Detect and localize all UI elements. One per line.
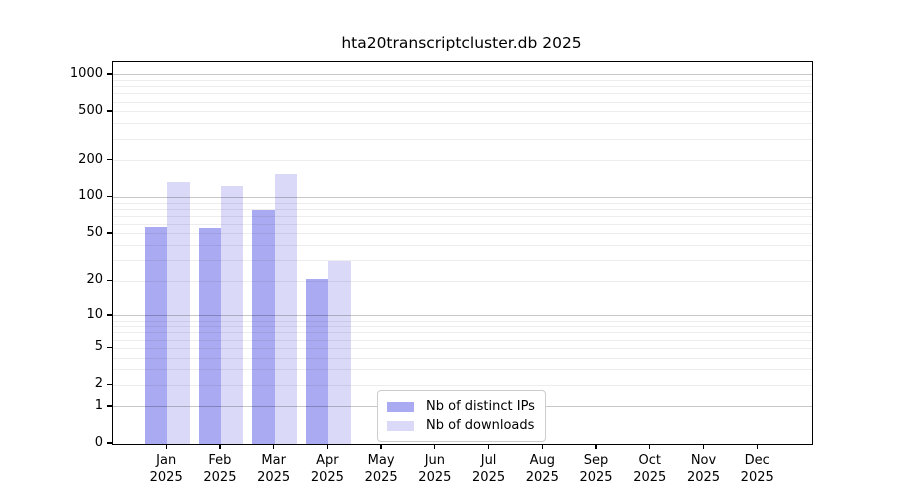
y-tick-mark-1 xyxy=(107,405,112,407)
gridline-minor-300 xyxy=(113,138,812,140)
y-tick-mark-200 xyxy=(107,159,112,161)
x-tick-mark-aug xyxy=(541,444,543,450)
gridline-minor-400 xyxy=(113,123,812,125)
gridline-minor-8 xyxy=(113,326,812,328)
y-tick-mark-100 xyxy=(107,195,112,198)
bar-distinct-ips-feb xyxy=(198,228,221,444)
y-tick-label-10: 10 xyxy=(86,306,103,322)
gridline-minor-500 xyxy=(113,111,812,113)
gridline-minor-900 xyxy=(113,80,812,82)
y-tick-mark-10 xyxy=(107,314,112,316)
gridline-minor-200 xyxy=(113,160,812,162)
y-tick-label-0: 0 xyxy=(94,435,103,450)
gridline-major-1000 xyxy=(113,74,812,76)
bar-downloads-jan xyxy=(167,181,190,444)
legend-swatch-distinct-ips xyxy=(387,401,414,412)
x-tick-label-dec: Dec 2025 xyxy=(740,453,774,485)
x-tick-mark-jun xyxy=(434,444,436,450)
y-tick-label-2: 2 xyxy=(94,376,103,392)
gridline-minor-700 xyxy=(113,93,812,95)
x-tick-label-jan: Jan 2025 xyxy=(149,453,183,485)
gridline-minor-90 xyxy=(113,202,812,204)
bar-downloads-apr xyxy=(328,260,351,444)
x-tick-mark-mar xyxy=(273,444,275,450)
gridline-minor-600 xyxy=(113,101,812,103)
x-tick-mark-apr xyxy=(326,444,329,450)
x-tick-label-oct: Oct 2025 xyxy=(633,453,667,485)
y-tick-mark-20 xyxy=(107,279,112,281)
y-tick-mark-2 xyxy=(107,383,112,385)
gridline-major-100 xyxy=(113,196,812,198)
gridline-minor-70 xyxy=(113,215,812,217)
x-tick-mark-jul xyxy=(487,444,490,450)
legend-item-downloads: Nb of downloads xyxy=(387,416,535,435)
y-tick-label-1000: 1000 xyxy=(69,65,103,81)
gridline-minor-60 xyxy=(113,223,812,225)
y-tick-mark-0 xyxy=(107,442,112,444)
legend-swatch-downloads xyxy=(387,420,414,431)
bar-distinct-ips-apr xyxy=(305,278,329,444)
gridline-minor-40 xyxy=(113,245,812,247)
x-tick-mark-nov xyxy=(702,444,705,450)
gridline-minor-80 xyxy=(113,208,812,210)
x-tick-label-aug: Aug 2025 xyxy=(525,453,559,485)
gridline-minor-50 xyxy=(113,233,812,235)
gridline-minor-9 xyxy=(113,320,812,322)
y-tick-mark-500 xyxy=(107,110,112,112)
y-tick-label-50: 50 xyxy=(86,224,103,240)
bar-distinct-ips-jan xyxy=(144,227,168,444)
legend: Nb of distinct IPs Nb of downloads xyxy=(377,390,546,442)
x-tick-label-jun: Jun 2025 xyxy=(418,453,452,485)
gridline-minor-3 xyxy=(113,369,812,371)
gridline-minor-800 xyxy=(113,86,812,88)
grid-layer xyxy=(113,62,812,444)
x-tick-label-may: May 2025 xyxy=(364,453,398,485)
y-tick-mark-50 xyxy=(107,232,112,234)
plot-area xyxy=(112,61,813,445)
gridline-minor-20 xyxy=(113,280,812,282)
x-tick-label-nov: Nov 2025 xyxy=(686,453,721,485)
x-tick-label-feb: Feb 2025 xyxy=(203,453,237,485)
gridline-minor-2 xyxy=(113,384,812,386)
gridline-minor-7 xyxy=(113,332,812,334)
legend-label-distinct-ips: Nb of distinct IPs xyxy=(426,399,535,414)
x-tick-label-apr: Apr 2025 xyxy=(310,453,344,485)
y-tick-label-20: 20 xyxy=(86,272,103,288)
y-tick-label-1: 1 xyxy=(94,397,103,413)
chart-title: hta20transcriptcluster.db 2025 xyxy=(341,34,582,52)
legend-label-downloads: Nb of downloads xyxy=(426,418,535,433)
bar-distinct-ips-mar xyxy=(252,209,275,444)
x-tick-mark-sep xyxy=(595,444,597,450)
y-tick-label-5: 5 xyxy=(94,339,103,355)
x-tick-mark-may xyxy=(380,444,382,450)
y-tick-mark-5 xyxy=(107,346,112,348)
x-tick-label-mar: Mar 2025 xyxy=(257,453,291,485)
y-tick-mark-1000 xyxy=(107,73,112,75)
gridline-minor-6 xyxy=(113,339,812,341)
x-tick-label-jul: Jul 2025 xyxy=(472,453,506,485)
y-tick-label-100: 100 xyxy=(78,188,103,204)
x-tick-mark-feb xyxy=(219,444,221,450)
legend-item-distinct-ips: Nb of distinct IPs xyxy=(387,397,535,416)
y-tick-label-200: 200 xyxy=(78,151,103,167)
x-tick-label-sep: Sep 2025 xyxy=(579,453,613,485)
y-tick-label-500: 500 xyxy=(78,102,103,118)
bars-layer xyxy=(113,62,812,444)
gridline-minor-5 xyxy=(113,347,812,349)
x-tick-mark-oct xyxy=(649,444,651,450)
gridline-minor-4 xyxy=(113,357,812,359)
gridline-major-10 xyxy=(113,315,812,317)
x-tick-mark-dec xyxy=(756,444,758,450)
bar-downloads-mar xyxy=(274,173,298,444)
gridline-minor-30 xyxy=(113,260,812,262)
x-tick-mark-jan xyxy=(165,444,167,450)
bar-downloads-feb xyxy=(220,186,244,444)
